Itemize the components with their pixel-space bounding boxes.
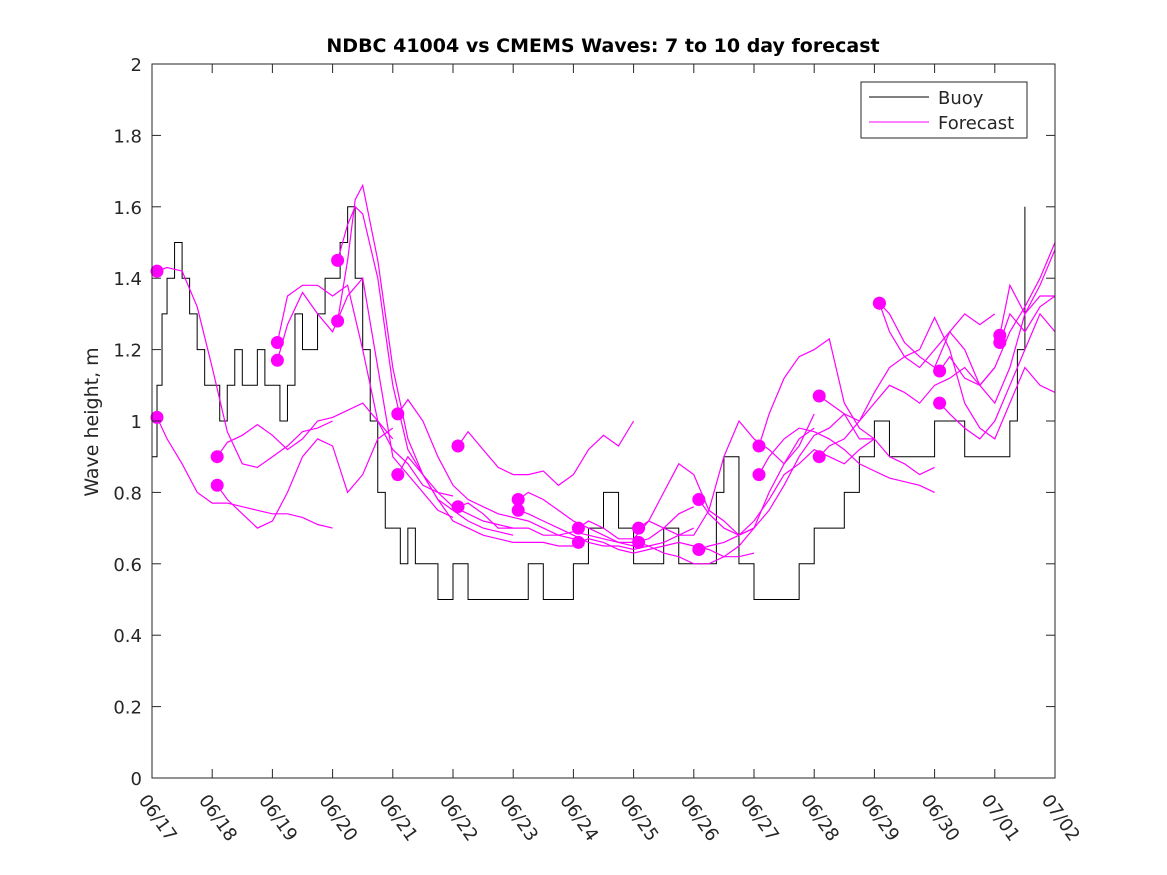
forecast-run-line (698, 438, 875, 551)
legend-buoy-label: Buoy (938, 88, 984, 109)
forecast-start-marker (210, 450, 224, 464)
forecast-start-marker (331, 253, 345, 267)
y-tick-label: 0.8 (113, 483, 142, 504)
y-tick-label: 0.6 (113, 555, 142, 576)
forecast-run-line (337, 205, 514, 536)
y-tick-label: 1.8 (113, 126, 142, 147)
forecast-run-line (939, 242, 1056, 387)
forecast-start-marker (391, 407, 405, 421)
forecast-run-line (337, 183, 514, 529)
forecast-run-line (818, 366, 996, 422)
y-tick-label: 0.2 (113, 698, 142, 719)
legend-box (860, 81, 1028, 139)
forecast-run-line (457, 502, 634, 547)
y-tick-label: 1.4 (113, 269, 142, 290)
forecast-run-line (397, 398, 574, 540)
forecast-start-marker (933, 396, 947, 410)
forecast-run-line (758, 337, 935, 476)
forecast-start-marker (511, 503, 525, 517)
y-tick-label: 0.4 (113, 626, 142, 647)
forecast-start-marker (632, 521, 646, 535)
forecast-run-line (457, 420, 635, 487)
forecast-start-marker (210, 478, 224, 492)
y-tick-label: 1 (131, 412, 142, 433)
forecast-run-line (518, 509, 695, 551)
forecast-start-marker (692, 543, 706, 556)
legend-forecast-label: Forecast (938, 113, 1014, 134)
series-layer (150, 183, 1056, 600)
forecast-run-line (999, 295, 1056, 343)
forecast-run-line (638, 427, 815, 565)
plot-area (152, 64, 1055, 778)
forecast-run-line (397, 455, 574, 547)
forecast-start-marker (993, 336, 1007, 349)
forecast-start-marker (872, 296, 886, 310)
forecast-run-line (578, 462, 755, 540)
forecast-start-marker (451, 500, 465, 514)
forecast-run-line (276, 284, 454, 497)
y-axis-label: Wave height, m (81, 347, 103, 496)
forecast-start-marker (391, 468, 405, 482)
forecast-start-marker (270, 336, 284, 349)
forecast-run-line (216, 427, 394, 529)
forecast-start-marker (270, 353, 284, 367)
forecast-start-marker (571, 535, 585, 549)
y-tick-label: 1.6 (113, 198, 142, 219)
forecast-run-line (939, 312, 1056, 440)
forecast-run-line (156, 266, 333, 469)
forecast-start-marker (331, 314, 345, 328)
forecast-start-marker (451, 439, 465, 453)
forecast-run-line (758, 427, 935, 493)
forecast-run-line (999, 249, 1056, 336)
forecast-run-line (216, 402, 394, 458)
forecast-start-marker (150, 264, 164, 278)
forecast-start-marker (752, 468, 766, 482)
forecast-start-marker (812, 389, 826, 403)
buoy-series-line (152, 206, 1026, 600)
forecast-start-marker (752, 439, 766, 453)
chart-title: NDBC 41004 vs CMEMS Waves: 7 to 10 day f… (326, 35, 879, 57)
legend: Buoy Forecast (860, 81, 1028, 139)
forecast-start-marker (571, 521, 585, 535)
forecast-start-marker (511, 493, 525, 506)
y-tick-label: 1.2 (113, 341, 142, 362)
forecast-start-marker (812, 450, 826, 464)
forecast-start-marker (692, 493, 706, 506)
y-tick-label: 0 (131, 769, 142, 790)
y-tick-label: 2 (131, 55, 142, 76)
forecast-start-marker (933, 364, 947, 378)
forecast-run-line (276, 276, 454, 518)
forecast-run-line (156, 417, 333, 529)
forecast-run-line (878, 303, 1056, 440)
forecast-start-marker (632, 535, 646, 549)
